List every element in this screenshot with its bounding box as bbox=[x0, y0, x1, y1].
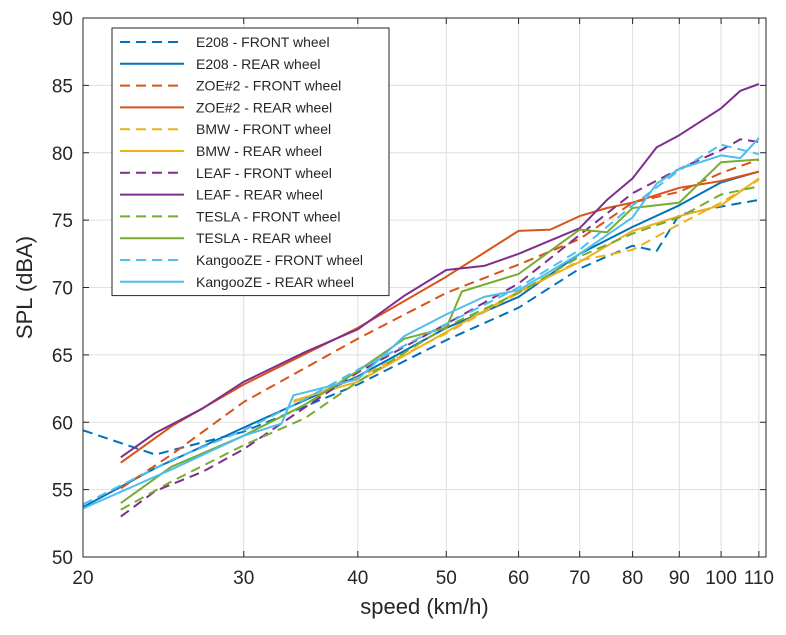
y-tick-label: 85 bbox=[52, 76, 73, 97]
legend-entry-label: E208 - REAR wheel bbox=[196, 56, 321, 72]
legend-entry-label: BMW - FRONT wheel bbox=[196, 121, 331, 137]
x-tick-label: 100 bbox=[705, 568, 737, 589]
x-tick-label: 30 bbox=[233, 568, 254, 589]
legend-entry-label: BMW - REAR wheel bbox=[196, 143, 322, 159]
legend-box bbox=[111, 27, 390, 297]
x-tick-label: 70 bbox=[569, 568, 590, 589]
x-tick-label: 40 bbox=[347, 568, 368, 589]
legend-entry-label: LEAF - FRONT wheel bbox=[196, 165, 332, 181]
legend-entry-label: KangooZE - REAR wheel bbox=[196, 274, 354, 290]
x-tick-label: 110 bbox=[744, 568, 774, 589]
series-line bbox=[120, 170, 760, 464]
legend-entry-label: TESLA - FRONT wheel bbox=[196, 208, 340, 224]
y-tick-label: 75 bbox=[52, 211, 73, 232]
legend-entry-label: ZOE#2 - REAR wheel bbox=[196, 99, 332, 115]
y-tick-label: 60 bbox=[52, 413, 73, 434]
x-tick-label: 50 bbox=[436, 568, 457, 589]
legend-entry-label: KangooZE - FRONT wheel bbox=[196, 252, 363, 268]
y-tick-label: 90 bbox=[52, 9, 73, 30]
legend-entry-label: E208 - FRONT wheel bbox=[196, 34, 330, 50]
series-line bbox=[293, 177, 760, 402]
y-tick-label: 80 bbox=[52, 144, 73, 165]
series-line bbox=[120, 138, 760, 518]
y-tick-label: 65 bbox=[52, 346, 73, 367]
legend: E208 - FRONT wheel E208 - REAR wheel ZOE#2… bbox=[111, 27, 390, 297]
x-tick-label: 20 bbox=[72, 568, 93, 589]
series-line bbox=[120, 158, 760, 490]
legend-entry-label: LEAF - REAR wheel bbox=[196, 187, 323, 203]
x-tick-label: 90 bbox=[669, 568, 690, 589]
y-axis-label: SPL (dBA) bbox=[12, 236, 37, 339]
series-line bbox=[82, 137, 760, 510]
y-tick-label: 55 bbox=[52, 481, 73, 502]
series-line bbox=[120, 185, 760, 511]
y-tick-label: 50 bbox=[52, 548, 73, 569]
x-tick-label: 80 bbox=[622, 568, 643, 589]
legend-entry-label: ZOE#2 - FRONT wheel bbox=[196, 78, 341, 94]
x-axis-label: speed (km/h) bbox=[360, 594, 488, 619]
series-line bbox=[82, 198, 760, 456]
series-lines bbox=[82, 83, 760, 518]
y-tick-label: 70 bbox=[52, 279, 73, 300]
x-tick-label: 60 bbox=[508, 568, 529, 589]
axis-ticks: 20 30 40 50 60 70 80 90 100 110 50 55 60 65 70 75 80 85 90 bbox=[52, 9, 774, 589]
series-line bbox=[120, 83, 760, 459]
series-line bbox=[120, 158, 759, 504]
series-line bbox=[82, 170, 760, 508]
legend-entry-label: TESLA - REAR wheel bbox=[196, 230, 331, 246]
